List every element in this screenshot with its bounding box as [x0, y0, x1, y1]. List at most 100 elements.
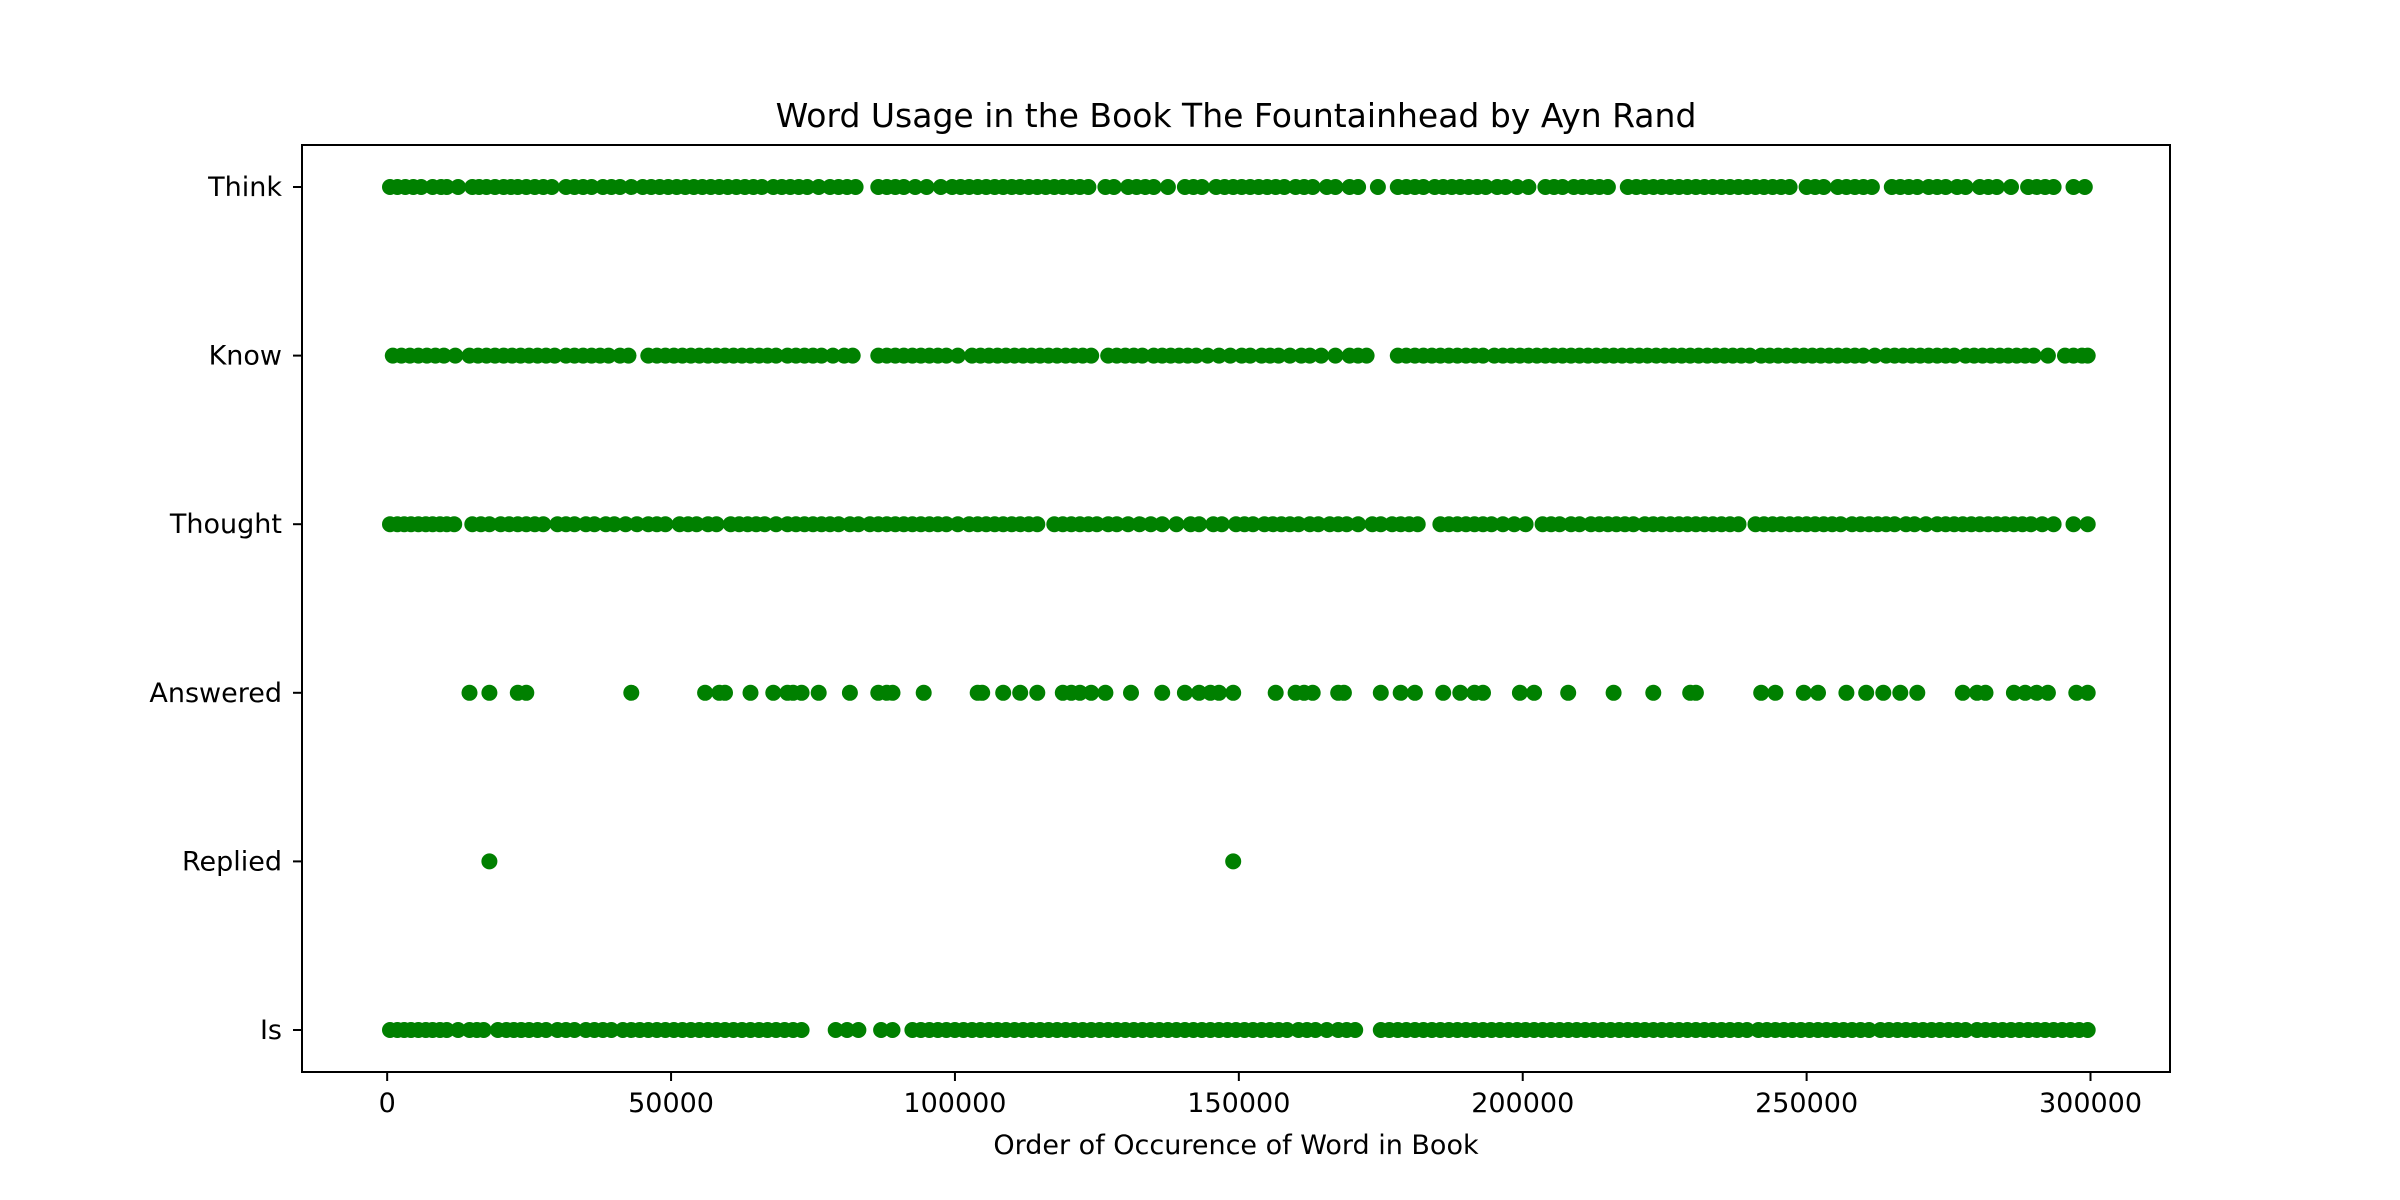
data-point	[813, 347, 830, 364]
data-point	[1815, 179, 1832, 195]
data-point	[1168, 516, 1185, 533]
data-point	[566, 516, 583, 533]
data-point	[1741, 347, 1758, 364]
data-point	[1123, 684, 1139, 701]
data-point	[717, 684, 733, 701]
data-point	[1012, 684, 1029, 701]
series-answered	[461, 684, 2096, 701]
data-point	[475, 1022, 492, 1038]
data-point	[1225, 684, 1242, 701]
data-point	[447, 347, 464, 364]
data-point	[1392, 684, 1409, 701]
data-point	[1906, 516, 1923, 533]
data-point	[535, 516, 552, 533]
data-point	[1358, 347, 1375, 364]
data-point	[629, 516, 645, 533]
chart-title: Word Usage in the Book The Fountainhead …	[776, 96, 1697, 135]
data-point	[1327, 347, 1344, 364]
x-tick-label: 300000	[2039, 1088, 2142, 1119]
data-point	[839, 1022, 856, 1038]
data-point	[1861, 1022, 1878, 1038]
data-point	[1988, 179, 2005, 195]
data-point	[1946, 347, 1963, 364]
data-point	[1452, 684, 1469, 701]
data-point	[1511, 684, 1528, 701]
data-point	[697, 684, 714, 701]
data-point	[1687, 684, 1704, 701]
data-point	[1832, 516, 1849, 533]
data-point	[1097, 684, 1114, 701]
data-point	[1497, 179, 1514, 195]
data-point	[884, 684, 901, 701]
data-point	[2065, 516, 2082, 533]
data-point	[1338, 516, 1355, 533]
data-point	[2065, 179, 2082, 195]
data-point	[895, 179, 912, 195]
data-point	[995, 684, 1012, 701]
x-tick-label: 0	[379, 1088, 396, 1119]
data-point	[1313, 347, 1330, 364]
x-tick-label: 250000	[1755, 1088, 1858, 1119]
data-point	[793, 1022, 810, 1038]
data-point	[586, 516, 603, 533]
data-point	[2068, 684, 2085, 701]
data-point	[2022, 516, 2039, 533]
data-point	[623, 684, 640, 701]
data-point	[1767, 684, 1784, 701]
data-point	[1222, 347, 1239, 364]
y-tick-label: Replied	[182, 846, 282, 877]
data-point	[1795, 684, 1812, 701]
data-point	[1571, 516, 1588, 533]
data-point	[1406, 684, 1423, 701]
data-point	[1154, 516, 1171, 533]
data-point	[1176, 684, 1193, 701]
data-point	[446, 516, 463, 533]
data-point	[1957, 1022, 1974, 1038]
data-point	[765, 684, 782, 701]
data-point	[742, 684, 759, 701]
data-point	[1350, 516, 1367, 533]
data-point	[1145, 179, 1162, 195]
data-point	[1159, 179, 1176, 195]
series-replied	[481, 853, 1242, 870]
data-point	[1605, 684, 1622, 701]
data-point	[841, 684, 858, 701]
data-point	[1225, 853, 1242, 870]
data-point	[1551, 516, 1568, 533]
data-point	[2079, 1022, 2096, 1038]
data-point	[827, 1022, 844, 1038]
data-point	[753, 179, 770, 195]
x-tick-label: 200000	[1471, 1088, 1574, 1119]
data-point	[2025, 347, 2042, 364]
points-layer	[382, 179, 2096, 1038]
data-point	[1270, 347, 1287, 364]
data-point	[1875, 684, 1892, 701]
data-point	[1307, 1022, 1324, 1038]
x-tick-label: 100000	[903, 1088, 1006, 1119]
data-point	[915, 684, 932, 701]
y-tick-label: Is	[260, 1015, 282, 1046]
data-point	[1304, 684, 1321, 701]
data-point	[1071, 684, 1088, 701]
data-point	[461, 684, 478, 701]
data-point	[657, 516, 674, 533]
data-point	[2005, 684, 2022, 701]
data-point	[844, 347, 861, 364]
data-point	[1781, 179, 1798, 195]
x-tick-label: 150000	[1187, 1088, 1290, 1119]
data-point	[583, 179, 600, 195]
data-point	[938, 347, 955, 364]
data-point	[1083, 684, 1100, 701]
data-point	[1369, 179, 1386, 195]
data-point	[850, 516, 867, 533]
data-point	[1475, 684, 1491, 701]
y-tick-label: Thought	[169, 509, 282, 540]
series-thought	[382, 516, 2096, 533]
data-point	[546, 347, 563, 364]
data-point	[1509, 179, 1526, 195]
data-point	[1142, 516, 1159, 533]
data-point	[1191, 684, 1208, 701]
data-point	[1242, 347, 1259, 364]
data-point	[1520, 179, 1537, 195]
data-point	[435, 347, 452, 364]
